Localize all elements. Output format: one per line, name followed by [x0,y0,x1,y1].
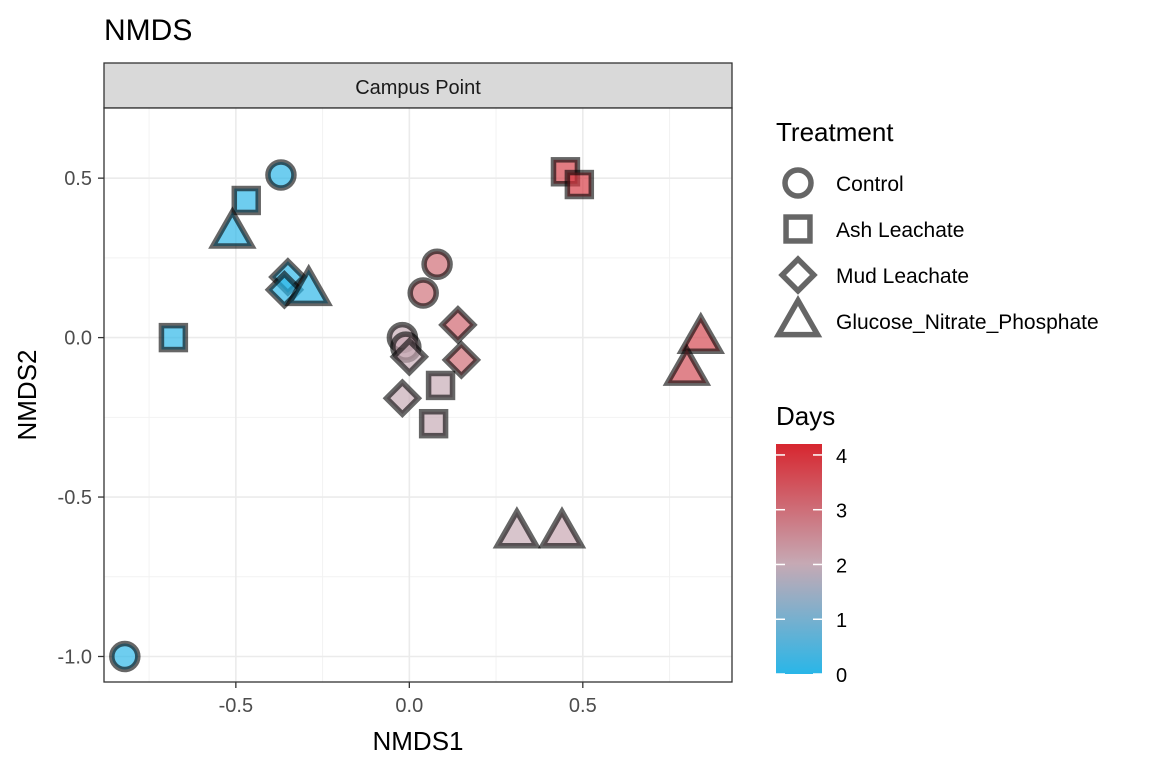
data-point-diamond [382,378,423,418]
legend-item-label: Mud Leachate [836,265,969,288]
legend-key-diamond-icon [778,255,818,295]
colorbar-tick-label: 0 [836,665,847,687]
data-point-triangle [676,311,726,354]
legend-key-triangle-icon [773,294,823,338]
colorbar-tick-label: 4 [836,446,847,468]
y-tick-label: 0.0 [64,328,92,350]
colorbar-tick-label: 2 [836,555,847,577]
data-point-diamond [441,340,482,380]
treatment-legend: Control Ash Leachate Mud Leachate Glucose_N… [773,167,1099,338]
colorbar-tick-label: 1 [836,610,847,632]
data-point-circle [265,159,297,191]
facet-strip [103,62,733,109]
y-axis-title: NMDS2 [12,349,42,440]
plot-panel-border [103,107,733,683]
x-tick-label: 0.5 [569,695,597,717]
legend-item-label: Glucose_Nitrate_Phosphate [836,311,1099,334]
data-point-circle [109,640,141,673]
legend-item-label: Control [836,173,904,196]
legend-item-square: Ash Leachate [783,214,964,244]
data-point-triangle [284,263,333,307]
days-legend-ticks: 0 1 2 3 4 [776,446,847,687]
axes: -0.5 0.0 0.5 -1.0 -0.5 0.0 0.5 [58,168,597,717]
data-point-square [425,370,456,401]
data-point-diamond [389,336,430,377]
data-point-square [231,185,261,216]
legend-item-diamond: Mud Leachate [778,255,969,295]
colorbar-tick-label: 3 [836,501,847,523]
data-point-square [564,169,595,200]
legend-item-circle: Control [782,167,904,199]
data-point-diamond [438,305,478,345]
x-tick-label: -0.5 [219,695,253,717]
treatment-legend-title: Treatment [776,117,894,147]
y-tick-label: -1.0 [58,646,92,668]
legend-key-circle-icon [782,167,814,199]
data-point-diamond [264,270,305,310]
x-axis-title: NMDS1 [372,726,463,756]
days-colorbar [776,444,822,674]
grid-lines [104,108,732,682]
data-point-triangle [492,506,542,549]
days-legend-title: Days [776,401,835,431]
y-tick-label: 0.5 [64,168,92,190]
facet-label: Campus Point [355,77,481,99]
legend-item-label: Ash Leachate [836,219,964,242]
y-tick-label: -0.5 [58,487,92,509]
data-point-square [418,408,449,439]
data-point-triangle [537,506,587,549]
data-point-square [158,322,189,353]
x-tick-label: 0.0 [395,695,423,717]
data-points [109,157,726,673]
data-point-triangle [208,206,257,249]
data-point-triangle [662,343,712,386]
legend-item-triangle: Glucose_Nitrate_Phosphate [773,294,1099,338]
chart-title: NMDS [104,14,192,47]
data-point-circle [421,248,453,281]
legend-key-square-icon [783,214,813,244]
data-point-circle [407,277,439,309]
